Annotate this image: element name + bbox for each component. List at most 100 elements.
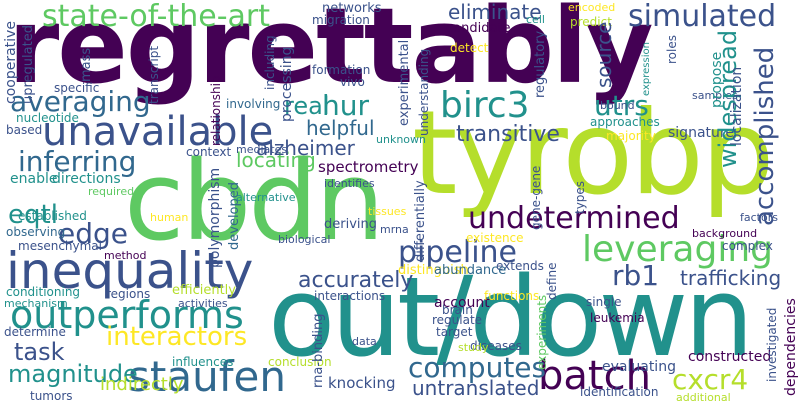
word-indirectly: indirectly <box>100 374 184 395</box>
word-nucleotide: nucleotide <box>16 111 79 125</box>
word-tissues: tissues <box>368 205 407 218</box>
word-specific: specific <box>54 81 100 95</box>
word-batch: batch <box>538 353 651 399</box>
word-outperforms: outperforms <box>10 293 244 337</box>
word-networks: networks <box>322 1 382 16</box>
word-mechanism: mechanism <box>4 297 68 310</box>
word-cell: cell <box>526 13 545 26</box>
word-evaluating: evaluating <box>602 359 676 375</box>
word-untranslated: untranslated <box>412 376 540 400</box>
word-relationship: relationship <box>209 75 223 146</box>
word-based: based <box>6 123 43 137</box>
word-regulatory: regulatory <box>533 30 548 98</box>
word-tyrobp: tyrobp <box>412 86 775 221</box>
word-study: study <box>458 341 489 354</box>
word-cxcr4: cxcr4 <box>672 363 749 396</box>
word-data: data <box>352 335 377 348</box>
word-alternative: alternative <box>236 191 296 204</box>
word-vivo: vivo <box>340 75 365 89</box>
word-transcript: transcript <box>147 45 161 104</box>
word-influences: influences <box>172 355 234 369</box>
word-encoded: encoded <box>568 1 616 14</box>
word-detect: detect <box>450 41 489 55</box>
word-gene-gene: gene-gene <box>529 165 543 230</box>
word-enable: enable <box>10 171 58 187</box>
word-account: account <box>434 295 490 311</box>
word-differentially: differentially <box>413 180 428 262</box>
word-signature: signature <box>668 125 734 141</box>
word-context: context <box>186 145 232 159</box>
word-involving: involving <box>226 97 281 111</box>
word-brain: brain <box>442 303 473 317</box>
word-required: required <box>88 185 135 198</box>
word-established: established <box>18 209 87 223</box>
word-additional: additional <box>676 391 731 404</box>
word-biological: biological <box>278 233 331 246</box>
word-tumors: tumors <box>30 389 73 403</box>
word-regions: regions <box>106 287 151 301</box>
word-inferring: inferring <box>18 145 137 178</box>
word-locating: locating <box>236 148 316 172</box>
word-mesenchymal: mesenchymal <box>18 239 102 253</box>
word-averaging: averaging <box>10 85 151 118</box>
word-method: method <box>104 249 147 262</box>
word-eliminate: eliminate <box>448 0 542 24</box>
word-single: single <box>586 295 622 309</box>
word-polymorphism: polymorphism <box>207 167 223 268</box>
word-investigated: investigated <box>765 307 779 382</box>
word-pipeline: pipeline <box>398 235 518 270</box>
word-source: source <box>592 21 616 88</box>
word-processing: processing <box>279 46 295 122</box>
word-predict: predict <box>570 15 612 29</box>
word-leveraging: leveraging <box>582 229 773 270</box>
word-staufen: staufen <box>128 352 286 401</box>
word-migration: migration <box>312 13 370 27</box>
word-complex: complex <box>722 239 773 253</box>
word-abundance: abundance <box>434 263 507 278</box>
word-mass: mass <box>79 47 94 82</box>
word-diseases: diseases <box>470 339 522 353</box>
word-unavailable: unavailable <box>42 109 274 155</box>
word-eqtl: eqtl <box>8 200 58 230</box>
word-rna-binding: rna-binding <box>311 313 326 388</box>
word-constructed: constructed <box>688 349 772 365</box>
word-out-down: out/down <box>268 253 754 381</box>
word-utrs: utrs <box>594 89 649 122</box>
word-samples: samples <box>692 89 738 102</box>
word-state-of-the-art: state-of-the-art <box>42 0 271 34</box>
word-identification: identification <box>580 385 659 399</box>
word-observing: observing <box>6 225 66 239</box>
word-localization: localization <box>729 66 745 146</box>
word-cbdn: cbdn <box>124 137 385 265</box>
word-efficiently: efficiently <box>172 283 236 298</box>
word-target: target <box>436 325 473 339</box>
word-undetermined: undetermined <box>468 201 680 236</box>
word-helpful: helpful <box>306 116 375 140</box>
word-factors: factors <box>740 211 778 224</box>
word-knocking: knocking <box>328 374 396 392</box>
word-rb1: rb1 <box>612 259 660 292</box>
word-identifies: identifies <box>324 177 375 190</box>
word-interactions: interactions <box>314 289 386 303</box>
word-bound: bound <box>600 99 635 112</box>
word-background: background <box>692 227 758 240</box>
word-conditioning: conditioning <box>6 285 81 299</box>
word-unknown: unknown <box>376 133 426 146</box>
word-real: real <box>284 92 330 120</box>
word-regulate: regulate <box>432 313 483 327</box>
word-formation: formation <box>312 63 371 77</box>
word-conclusion: conclusion <box>268 355 332 369</box>
word-propose: propose <box>709 51 725 108</box>
word-existence: existence <box>466 231 524 245</box>
word-roles: roles <box>665 35 679 64</box>
word-majority: majority <box>606 129 656 143</box>
word-experimental: experimental <box>397 39 412 126</box>
word-accomplished: accomplished <box>750 46 780 226</box>
word-leukemia: leukemia <box>590 311 645 325</box>
word-determine: determine <box>4 325 66 339</box>
word-magnitude: magnitude <box>8 360 138 388</box>
word-candidate: candidate <box>446 21 511 36</box>
word-simulated: simulated <box>628 0 777 34</box>
word-mrna: mrna <box>380 223 409 236</box>
